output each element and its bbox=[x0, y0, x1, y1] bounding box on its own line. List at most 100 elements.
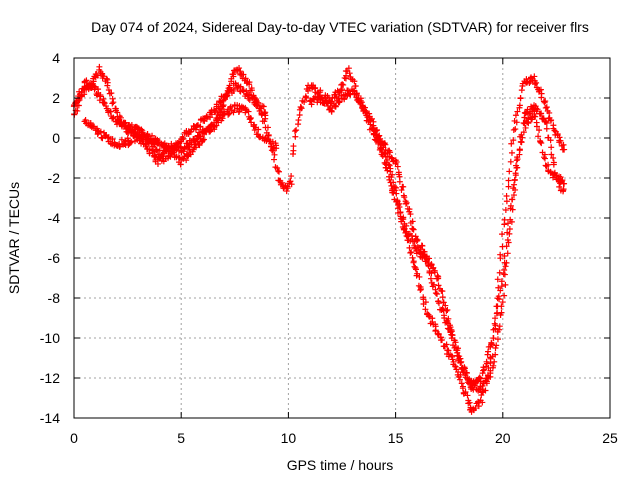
data-point bbox=[154, 160, 161, 167]
data-point bbox=[128, 138, 135, 145]
data-point bbox=[508, 149, 515, 156]
data-point bbox=[516, 102, 523, 109]
data-point bbox=[533, 123, 540, 130]
y-tick-label: -4 bbox=[48, 210, 61, 226]
data-points bbox=[70, 63, 568, 415]
data-point bbox=[388, 154, 395, 161]
data-point bbox=[183, 157, 190, 164]
data-point bbox=[305, 87, 312, 94]
data-point bbox=[494, 336, 501, 343]
data-point bbox=[409, 226, 416, 233]
data-point bbox=[317, 89, 324, 96]
data-point bbox=[560, 141, 567, 148]
data-point bbox=[288, 181, 295, 188]
data-point bbox=[496, 269, 503, 276]
data-point bbox=[96, 63, 103, 70]
data-point bbox=[219, 115, 226, 122]
data-point bbox=[376, 132, 383, 139]
data-point bbox=[470, 386, 477, 393]
data-point bbox=[503, 198, 510, 205]
data-point bbox=[156, 138, 163, 145]
data-point bbox=[538, 140, 545, 147]
data-point bbox=[502, 281, 509, 288]
x-tick-label: 5 bbox=[177, 430, 185, 446]
data-point bbox=[490, 362, 497, 369]
data-point bbox=[402, 200, 409, 207]
axis-ticks bbox=[73, 57, 611, 419]
data-point bbox=[413, 238, 420, 245]
data-point bbox=[548, 144, 555, 151]
data-point bbox=[507, 202, 514, 209]
data-point bbox=[248, 119, 255, 126]
data-point bbox=[435, 275, 442, 282]
data-point bbox=[533, 79, 540, 86]
y-tick-label: 0 bbox=[52, 130, 60, 146]
data-point bbox=[396, 173, 403, 180]
data-point bbox=[428, 261, 435, 268]
data-point bbox=[449, 332, 456, 339]
data-point bbox=[532, 103, 539, 110]
data-point bbox=[512, 126, 519, 133]
data-point bbox=[384, 167, 391, 174]
data-point bbox=[499, 231, 506, 238]
data-point bbox=[352, 82, 359, 89]
data-point bbox=[224, 92, 231, 99]
data-point bbox=[147, 135, 154, 142]
data-point bbox=[225, 111, 232, 118]
data-point bbox=[548, 151, 555, 158]
data-point bbox=[396, 178, 403, 185]
data-point bbox=[458, 380, 465, 387]
data-point bbox=[513, 119, 520, 126]
data-point bbox=[310, 96, 317, 103]
data-point bbox=[501, 252, 508, 259]
data-point bbox=[340, 81, 347, 88]
data-point bbox=[538, 110, 545, 117]
data-point bbox=[505, 183, 512, 190]
data-point bbox=[240, 71, 247, 78]
data-point bbox=[485, 348, 492, 355]
data-point bbox=[225, 110, 232, 117]
data-point bbox=[499, 299, 506, 306]
data-point bbox=[501, 259, 508, 266]
data-point bbox=[351, 78, 358, 85]
data-point bbox=[488, 340, 495, 347]
data-point bbox=[520, 129, 527, 136]
data-point bbox=[358, 99, 365, 106]
x-tick-label: 15 bbox=[388, 430, 404, 446]
data-point bbox=[207, 122, 214, 129]
data-point bbox=[532, 113, 539, 120]
data-point bbox=[408, 249, 415, 256]
data-point bbox=[538, 94, 545, 101]
data-point bbox=[104, 82, 111, 89]
data-point bbox=[518, 87, 525, 94]
data-point bbox=[264, 124, 271, 131]
data-point bbox=[452, 363, 459, 370]
data-point bbox=[74, 107, 81, 114]
data-point bbox=[114, 116, 121, 123]
data-point bbox=[534, 106, 541, 113]
data-point bbox=[435, 330, 442, 337]
data-point bbox=[127, 139, 134, 146]
data-point bbox=[105, 87, 112, 94]
data-point bbox=[491, 358, 498, 365]
data-point bbox=[509, 196, 516, 203]
data-point bbox=[517, 94, 524, 101]
data-point bbox=[561, 146, 568, 153]
data-point bbox=[510, 192, 517, 199]
data-point bbox=[394, 163, 401, 170]
data-point bbox=[262, 109, 269, 116]
data-point bbox=[215, 104, 222, 111]
data-point bbox=[387, 168, 394, 175]
data-point bbox=[200, 136, 207, 143]
data-point bbox=[510, 126, 517, 133]
data-point bbox=[440, 299, 447, 306]
series-satellite-track-f bbox=[371, 108, 568, 393]
data-point bbox=[136, 129, 143, 136]
data-point bbox=[381, 159, 388, 166]
data-point bbox=[410, 226, 417, 233]
data-point bbox=[435, 282, 442, 289]
data-point bbox=[465, 377, 472, 384]
data-point bbox=[516, 147, 523, 154]
data-point bbox=[557, 137, 564, 144]
data-point bbox=[503, 193, 510, 200]
